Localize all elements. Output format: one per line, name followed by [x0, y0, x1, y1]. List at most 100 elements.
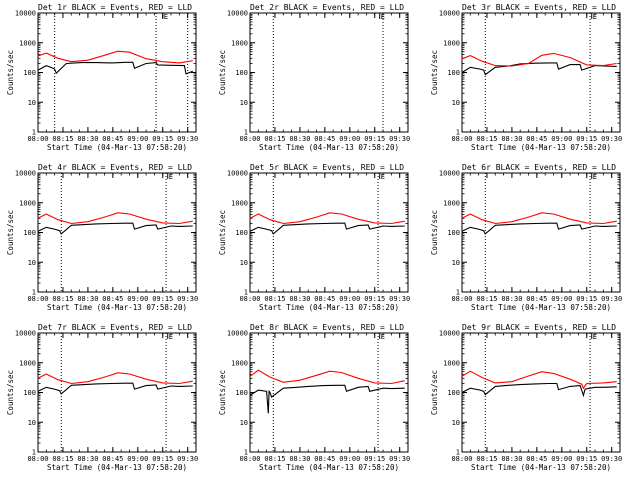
y-tick-label: 10 — [240, 419, 248, 427]
y-tick-label: 10 — [240, 259, 248, 267]
x-tick-label: 09:15 — [364, 295, 385, 303]
x-tick-label: 08:45 — [314, 135, 335, 143]
y-tick-label: 10 — [240, 99, 248, 107]
plot-frame — [37, 12, 197, 133]
x-tick-label: 08:15 — [52, 295, 73, 303]
series-events-line — [461, 62, 617, 76]
y-tick-label: 100 — [235, 389, 248, 397]
y-tick-label: 1000 — [443, 39, 460, 47]
x-tick-label: 08:45 — [314, 455, 335, 463]
x-tick-label: 09:00 — [551, 135, 572, 143]
x-tick-label: 09:30 — [177, 455, 198, 463]
x-tick-label: 08:00 — [451, 455, 472, 463]
y-tick-label: 10000 — [15, 170, 36, 178]
x-axis-label: Start Time (04-Mar-13 07:58:20) — [471, 303, 611, 312]
y-tick-label: 1000 — [443, 199, 460, 207]
y-tick-label: 10000 — [439, 170, 460, 178]
chart-title: Det 8r BLACK = Events, RED = LLD — [250, 323, 404, 332]
x-tick-label: 08:30 — [77, 295, 98, 303]
series-lld-line — [461, 370, 617, 390]
x-tick-label: 09:15 — [364, 135, 385, 143]
y-tick-label: 10000 — [439, 330, 460, 338]
y-axis-label: Counts/sec — [6, 210, 15, 255]
y-tick-label: 100 — [447, 229, 460, 237]
y-tick-label: 1 — [244, 449, 248, 457]
chart-panel-9: Det 9r BLACK = Events, RED = LLD 1 10 100 10… — [430, 323, 622, 472]
x-axis-label: Start Time (04-Mar-13 07:58:20) — [47, 303, 187, 312]
y-tick-label: 10 — [452, 259, 460, 267]
y-tick-label: 100 — [23, 229, 36, 237]
x-tick-label: 08:00 — [239, 295, 260, 303]
y-tick-label: 1000 — [231, 199, 248, 207]
x-tick-label: 09:15 — [576, 295, 597, 303]
x-tick-label: 08:45 — [526, 455, 547, 463]
series-events-line — [461, 222, 617, 235]
x-tick-label: 09:00 — [339, 455, 360, 463]
chart-panel-7: Det 7r BLACK = Events, RED = LLD 1 10 100 10… — [6, 323, 198, 472]
x-tick-label: 08:15 — [264, 455, 285, 463]
x-tick-label: 08:30 — [289, 135, 310, 143]
y-tick-label: 1000 — [231, 359, 248, 367]
x-tick-label: 09:00 — [339, 135, 360, 143]
y-tick-label: 1 — [32, 129, 36, 137]
x-tick-label: 09:30 — [601, 455, 622, 463]
x-tick-label: 09:00 — [127, 455, 148, 463]
y-axis-label: Counts/sec — [430, 210, 439, 255]
series-events-line — [249, 384, 405, 414]
series-lld-line — [37, 212, 193, 225]
y-axis-label: Counts/sec — [6, 50, 15, 95]
x-tick-label: 09:30 — [601, 295, 622, 303]
x-tick-label: 08:30 — [77, 135, 98, 143]
series-events-line — [37, 222, 193, 235]
x-tick-label: 09:15 — [152, 135, 173, 143]
y-tick-label: 10000 — [15, 330, 36, 338]
x-tick-label: 08:15 — [52, 135, 73, 143]
x-tick-label: 09:30 — [389, 455, 410, 463]
x-tick-label: 09:00 — [551, 295, 572, 303]
series-lld-line — [37, 372, 193, 385]
x-tick-label: 09:15 — [152, 295, 173, 303]
y-tick-label: 10000 — [227, 170, 248, 178]
x-axis-label: Start Time (04-Mar-13 07:58:20) — [259, 303, 399, 312]
y-tick-label: 100 — [447, 69, 460, 77]
x-tick-label: 08:00 — [27, 135, 48, 143]
y-tick-label: 1000 — [19, 199, 36, 207]
series-events-line — [461, 382, 617, 398]
x-tick-label: 09:30 — [177, 135, 198, 143]
x-axis-label: Start Time (04-Mar-13 07:58:20) — [471, 143, 611, 152]
y-axis-label: Counts/sec — [218, 50, 227, 95]
marker-label: E — [593, 333, 597, 341]
plot-frame — [461, 172, 621, 293]
y-tick-label: 1000 — [443, 359, 460, 367]
y-tick-label: 100 — [23, 69, 36, 77]
x-tick-label: 08:00 — [239, 135, 260, 143]
plot-frame — [461, 332, 621, 453]
y-axis-label: Counts/sec — [430, 50, 439, 95]
y-tick-label: 10 — [452, 99, 460, 107]
y-axis-label: Counts/sec — [430, 370, 439, 415]
series-events-line — [37, 61, 193, 75]
y-tick-label: 1 — [244, 289, 248, 297]
y-tick-label: 10000 — [439, 10, 460, 18]
x-tick-label: 09:15 — [152, 455, 173, 463]
marker-label: E — [381, 173, 385, 181]
y-tick-label: 1000 — [19, 359, 36, 367]
y-axis-label: Counts/sec — [218, 210, 227, 255]
chart-panel-4: Det 4r BLACK = Events, RED = LLD 1 10 100 10… — [6, 163, 198, 312]
chart-title: Det 2r BLACK = Events, RED = LLD — [250, 3, 404, 12]
x-tick-label: 08:45 — [526, 135, 547, 143]
x-tick-label: 08:45 — [314, 295, 335, 303]
y-tick-label: 1 — [32, 449, 36, 457]
x-tick-label: 08:30 — [77, 455, 98, 463]
x-tick-label: 08:00 — [451, 135, 472, 143]
x-tick-label: 09:00 — [127, 295, 148, 303]
x-tick-label: 08:15 — [264, 295, 285, 303]
series-events-line — [37, 382, 193, 395]
x-tick-label: 08:00 — [27, 295, 48, 303]
plot-frame — [249, 332, 409, 453]
plot-frame — [37, 332, 197, 453]
y-tick-label: 1000 — [231, 39, 248, 47]
y-tick-label: 10000 — [227, 10, 248, 18]
chart-title: Det 4r BLACK = Events, RED = LLD — [38, 163, 192, 172]
